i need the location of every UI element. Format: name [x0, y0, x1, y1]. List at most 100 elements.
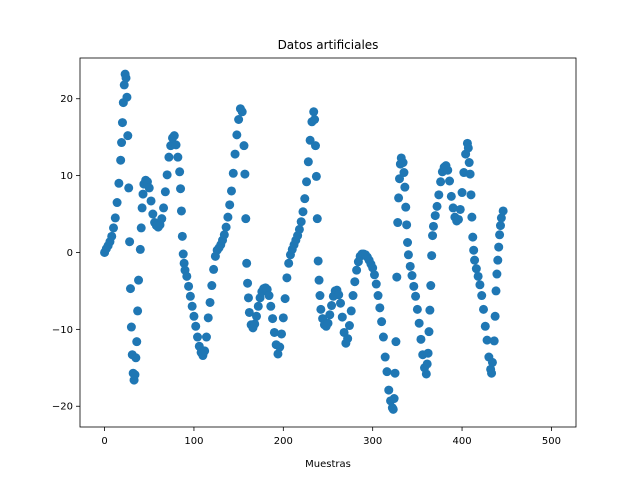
data-point — [316, 304, 326, 314]
data-point — [313, 256, 323, 266]
data-point — [232, 130, 242, 140]
data-point — [109, 223, 119, 233]
data-point — [252, 311, 261, 321]
data-point — [124, 183, 134, 193]
data-point — [110, 213, 120, 223]
data-point — [392, 272, 402, 282]
data-point — [234, 115, 244, 124]
data-point — [492, 269, 502, 279]
data-point — [164, 152, 174, 162]
data-point — [239, 141, 249, 151]
data-point — [178, 249, 188, 259]
plot-frame — [79, 57, 577, 428]
chart-title: Datos artificiales — [278, 38, 379, 52]
data-point — [207, 281, 217, 291]
data-point — [244, 307, 254, 317]
data-point — [144, 183, 154, 193]
data-point — [446, 191, 456, 201]
data-point — [133, 306, 143, 316]
data-point — [173, 152, 183, 162]
data-point — [243, 278, 253, 288]
x-axis-label: Muestras — [305, 459, 351, 470]
data-point — [402, 220, 412, 230]
x-tick-label: 0 — [101, 436, 107, 447]
data-point — [228, 168, 238, 178]
data-point — [114, 178, 124, 188]
data-point — [148, 209, 158, 219]
data-point — [177, 231, 187, 241]
data-point — [467, 212, 477, 222]
data-point — [384, 385, 394, 395]
data-point — [282, 273, 292, 283]
data-point — [403, 238, 413, 247]
data-point — [443, 165, 453, 175]
data-point — [491, 286, 501, 296]
x-axis: 0 100 200 300 400 500 — [101, 427, 561, 447]
data-point — [337, 312, 347, 322]
data-point — [375, 303, 385, 313]
data-point — [348, 291, 358, 301]
data-point — [496, 213, 506, 223]
data-point — [494, 242, 504, 252]
data-point — [368, 263, 378, 273]
data-point — [371, 279, 381, 289]
data-point — [138, 189, 148, 199]
data-point — [241, 214, 251, 224]
data-point — [117, 118, 127, 128]
data-point — [160, 187, 170, 197]
data-point — [123, 131, 133, 141]
data-point — [428, 231, 438, 241]
data-point — [468, 232, 478, 242]
data-point — [344, 321, 354, 331]
data-point — [193, 332, 203, 342]
y-tick-label: −10 — [52, 325, 73, 336]
data-point — [455, 204, 465, 214]
data-point — [498, 206, 508, 216]
data-point — [146, 196, 156, 206]
data-point — [436, 177, 446, 187]
data-point — [422, 359, 432, 369]
data-point — [226, 186, 236, 196]
data-point — [389, 394, 399, 404]
data-point — [273, 349, 283, 359]
data-point — [184, 281, 194, 291]
data-point — [445, 176, 455, 186]
data-point — [400, 182, 410, 192]
data-point — [266, 301, 276, 311]
data-point — [171, 140, 181, 150]
data-point — [487, 368, 497, 378]
data-point — [137, 203, 147, 213]
data-point — [336, 298, 346, 308]
data-point — [457, 188, 467, 198]
data-point — [477, 291, 487, 301]
data-point — [495, 230, 505, 240]
data-point — [465, 169, 475, 179]
data-point — [390, 368, 400, 378]
data-point — [412, 304, 422, 314]
y-tick-label: 10 — [60, 171, 73, 182]
data-point — [391, 337, 401, 347]
data-point — [394, 193, 404, 203]
data-point — [219, 230, 229, 240]
data-point — [325, 310, 335, 320]
data-point — [382, 367, 392, 377]
x-tick-label: 400 — [453, 436, 472, 447]
data-point — [209, 264, 219, 274]
data-point — [169, 131, 179, 141]
data-point — [430, 211, 440, 221]
data-point — [463, 143, 473, 153]
data-point — [298, 207, 308, 217]
data-point — [411, 291, 421, 301]
x-tick-label: 300 — [363, 436, 382, 447]
data-point — [350, 277, 360, 287]
data-point — [416, 334, 426, 344]
data-point — [401, 202, 411, 212]
data-point — [264, 291, 274, 301]
data-point — [237, 107, 247, 117]
y-tick-label: 0 — [67, 248, 73, 259]
data-point — [126, 322, 136, 332]
data-point — [480, 321, 490, 331]
data-point — [479, 304, 488, 314]
